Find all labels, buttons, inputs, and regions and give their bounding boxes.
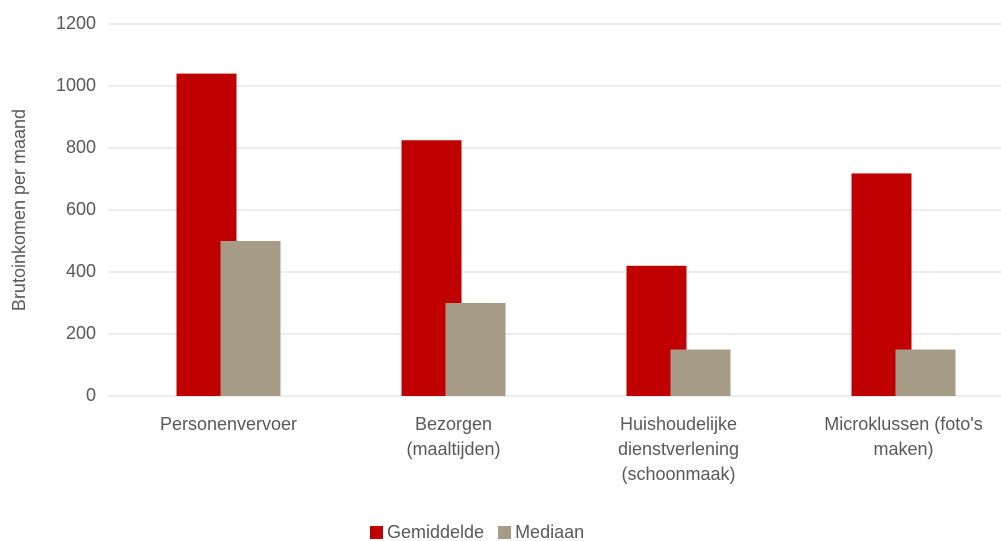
y-axis-label: Brutoinkomen per maand [9,109,29,311]
bar [220,241,281,396]
x-tick-label: maken) [873,439,933,459]
x-tick-label: Personenvervoer [160,414,297,434]
x-tick-label: Bezorgen [415,414,492,434]
x-tick-label: Huishoudelijke [620,414,737,434]
bar [670,349,731,396]
legend-swatch [498,526,512,539]
y-tick-label: 0 [86,385,96,405]
y-tick-label: 1000 [56,75,96,95]
y-tick-label: 200 [66,323,96,343]
x-tick-label: Microklussen (foto's [824,414,982,434]
x-tick-label: (schoonmaak) [621,464,735,484]
legend-label: Gemiddelde [387,522,484,541]
bar [895,349,956,396]
y-tick-label: 400 [66,261,96,281]
x-tick-label: dienstverlening [618,439,739,459]
legend-swatch [370,526,383,539]
y-tick-label: 800 [66,137,96,157]
bar [445,303,506,396]
y-tick-label: 1200 [56,13,96,33]
x-tick-label: (maaltijden) [406,439,500,459]
legend-label: Mediaan [515,522,584,541]
y-tick-label: 600 [66,199,96,219]
